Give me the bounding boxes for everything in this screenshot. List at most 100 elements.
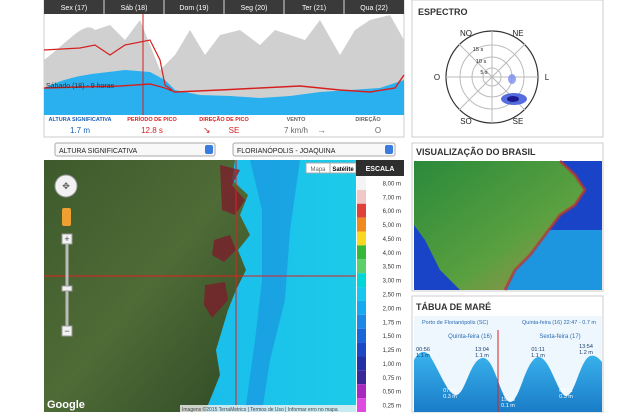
scale-swatch	[357, 287, 366, 301]
scale-label: 0,75 m	[383, 376, 401, 382]
period-label: 10 s	[476, 59, 487, 65]
scale-label: 2,50 m	[383, 293, 401, 299]
tide-height: 1.2 m	[579, 350, 593, 356]
scale-label: 1,50 m	[383, 334, 401, 340]
scale-swatch	[357, 300, 366, 315]
scale-swatch	[357, 328, 366, 343]
dropdown[interactable]	[54, 142, 216, 157]
scale-title: ESCALA	[366, 166, 395, 173]
dropdown-label: FLORIANÓPOLIS - JOAQUINA	[237, 146, 336, 155]
map[interactable]: ✥ + − Google Imagens ©2015 TerraMetrics …	[44, 160, 404, 413]
scale-swatch	[357, 370, 366, 385]
metric-label: DIREÇÃO DE PICO	[199, 116, 249, 123]
tide-time: 01:11	[531, 347, 544, 353]
scale-label: 4,00 m	[383, 251, 401, 257]
pan-arrows: ✥	[62, 181, 70, 191]
day-label: Ter (21)	[302, 5, 326, 12]
scale-swatch	[357, 189, 366, 204]
dropdown-button[interactable]	[205, 145, 213, 154]
direction-label: NE	[512, 29, 523, 38]
direction-arrow: ↘	[203, 125, 211, 135]
energy-peak	[507, 96, 519, 102]
day-label: Sex (17)	[61, 5, 87, 12]
tide-height: 1.1 m	[416, 353, 430, 359]
scale-swatch	[357, 259, 366, 274]
attribution: Imagens ©2015 TerraMetrics | Termos de U…	[182, 406, 338, 413]
scale-label: 3,00 m	[383, 279, 401, 285]
port-name: Porto de Florianópolis (SC)	[422, 320, 489, 326]
scale-swatch	[357, 176, 366, 190]
tide-height: 1.1 m	[475, 353, 489, 359]
tide-time: 19:43	[501, 397, 515, 403]
scale-swatch	[357, 342, 366, 357]
attribution-bg	[180, 405, 356, 412]
zoom-out[interactable]	[61, 325, 73, 337]
scale-label: 5,00 m	[383, 223, 401, 229]
scale-swatch	[357, 203, 366, 218]
tide-height: 0.3 m	[559, 394, 573, 400]
direction-label: SO	[460, 117, 472, 126]
scale-label: 1,25 m	[383, 348, 401, 354]
spectrum-panel: ESPECTRO NO NE O L SO SE 15 s 10 s 5 s	[411, 0, 604, 138]
tide-height: 0.1 m	[501, 403, 515, 409]
peak-period-line	[43, 74, 405, 93]
scale-swatch	[357, 245, 366, 260]
metric-value: SE	[229, 126, 240, 135]
direction-label: SE	[513, 117, 524, 126]
zoom-handle[interactable]	[61, 285, 73, 292]
direction-label: O	[434, 73, 440, 82]
scale-label: 6,00 m	[383, 209, 401, 215]
polar-axis	[458, 43, 526, 111]
wave-height-area	[44, 70, 404, 115]
metric-value: 12.8 s	[141, 126, 163, 135]
energy-peak	[508, 74, 516, 84]
tide-day: Quinta-feira (16)	[448, 334, 492, 340]
scale-swatch	[357, 314, 366, 329]
tide-time: 13:54	[579, 344, 593, 350]
tide-curve	[414, 351, 602, 412]
scale-swatch	[357, 231, 366, 246]
panel-title: ESPECTRO	[418, 7, 468, 17]
scale-label: 4,50 m	[383, 237, 401, 243]
peak-period-line	[43, 39, 173, 91]
scale-label: 3,50 m	[383, 265, 401, 271]
period-label: 5 s	[480, 70, 488, 76]
land	[44, 160, 250, 412]
dropdown[interactable]	[232, 142, 396, 157]
scale-swatch	[357, 384, 366, 399]
forecast-panel: Sex (17) Sáb (18) Dom (19) Seg (20) Ter (21)…	[43, 0, 405, 138]
scale-swatch	[357, 217, 366, 232]
tide-time: 07:47	[443, 388, 457, 394]
metric-label: VENTO	[287, 117, 307, 123]
scale-label: 0,50 m	[383, 390, 401, 396]
map-type-label: Mapa	[310, 167, 326, 173]
scale-label: 7,00 m	[383, 195, 401, 201]
map-type-label: Satélite	[332, 167, 354, 173]
day-label: Dom (19)	[179, 5, 208, 12]
current-tide: Quinta-feira (16) 22:47 - 0.7 m	[522, 320, 596, 326]
scale-label: 1,75 m	[383, 320, 401, 326]
tide-panel: TÁBUA DE MARÉ Porto de Florianópolis (SC…	[411, 295, 604, 413]
tide-height: 0.3 m	[443, 394, 457, 400]
metric-value: O	[375, 126, 381, 135]
pan-control[interactable]	[54, 174, 78, 198]
zoom-out-icon: −	[64, 326, 69, 336]
direction-arrow: →	[317, 125, 326, 135]
brazil-panel: VISUALIZAÇÃO DO BRASIL	[411, 142, 604, 292]
metric-value: 7 km/h	[284, 126, 308, 135]
panel-title: VISUALIZAÇÃO DO BRASIL	[416, 147, 536, 157]
dropdown-label: ALTURA SIGNIFICATIVA	[59, 148, 138, 155]
continent	[414, 161, 585, 290]
scale-header	[356, 160, 404, 176]
hover-label: Sábado (18) - 9 horas	[46, 83, 115, 90]
scale-label: 8,00 m	[383, 181, 401, 187]
tide-time: 00:56	[416, 347, 430, 353]
street-view[interactable]	[62, 208, 71, 226]
tide-time: 08:21	[559, 388, 573, 394]
scale-swatch	[357, 273, 366, 288]
dropdown-button[interactable]	[385, 145, 393, 154]
scale-label: 2,00 m	[383, 306, 401, 312]
scale-swatch	[357, 398, 366, 412]
